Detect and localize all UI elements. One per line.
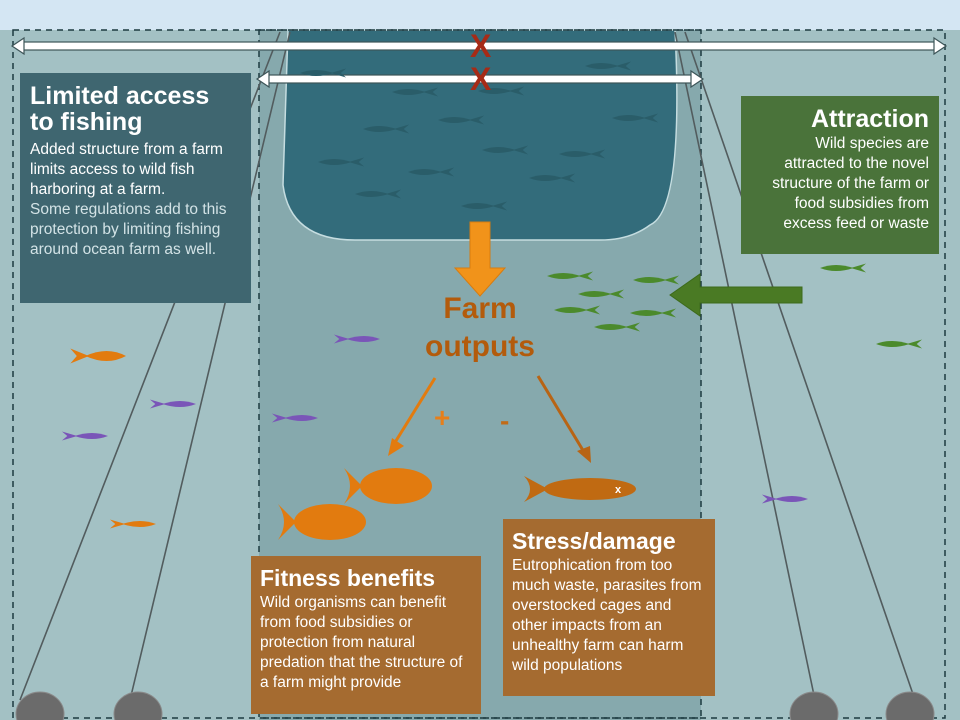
- limited-access-body: Added structure from a farm limits acces…: [30, 140, 223, 198]
- limited-access-title-line1: Limited access: [30, 82, 210, 110]
- wild-fish-green-8: [876, 339, 923, 349]
- wild-fish-green-3: [578, 289, 625, 299]
- farmed-fish-5: [363, 124, 410, 134]
- farmed-fish-4: [585, 61, 632, 71]
- wild-fish-purple-2: [149, 399, 196, 409]
- wild-fish-purple-1: [333, 334, 380, 344]
- farm-outputs-line1: Farm: [443, 292, 517, 325]
- mooring-line-2: [129, 31, 291, 701]
- mooring-weight-2: [113, 691, 163, 720]
- wild-fish-purple-4: [61, 431, 108, 441]
- limited-access-title: Limited access to fishing: [30, 83, 241, 136]
- limited-access-note: Some regulations add to this protection …: [30, 200, 227, 258]
- mooring-line-4: [684, 31, 916, 701]
- mooring-line-3: [674, 31, 816, 701]
- fishing-range-arrow-inner-head-right: [690, 69, 705, 89]
- damaged-fish-mark: x: [615, 484, 622, 496]
- farmed-fish-2: [392, 87, 439, 97]
- arrow-to-fitness-head: [388, 438, 404, 456]
- healthy-fish-upper: [344, 468, 432, 504]
- wild-fish-purple-5: [761, 494, 808, 504]
- sky-band: [0, 0, 960, 30]
- fishing-range-arrow-outer-head-left: [10, 36, 25, 56]
- stress-damage-title: Stress/damage: [512, 528, 676, 554]
- farmed-fish-8: [318, 157, 365, 167]
- stress-damage-body: Eutrophication from too much waste, para…: [512, 557, 702, 675]
- wild-fish-green-4: [554, 305, 601, 315]
- mooring-weight-4: [885, 691, 935, 720]
- fishing-range-arrow-outer-head-right: [933, 36, 948, 56]
- stress-damage-box: Stress/damage Eutrophication from too mu…: [503, 519, 715, 696]
- mooring-weight-3: [789, 691, 839, 720]
- wild-fish-green-7: [820, 263, 867, 273]
- fitness-benefits-box: Fitness benefits Wild organisms can bene…: [251, 556, 481, 714]
- arrow-to-fitness: [392, 377, 437, 445]
- output-arrow-down: [453, 221, 507, 297]
- healthy-fish-lower: [278, 504, 366, 540]
- positive-sign: +: [434, 402, 451, 433]
- farm-outputs-line2: outputs: [425, 330, 535, 363]
- damaged-fish: x: [524, 476, 636, 502]
- arrow-to-stress: [536, 375, 586, 453]
- x-mark-inner: X: [470, 61, 492, 97]
- wild-fish-orange-1: [70, 348, 126, 364]
- fitness-benefits-title: Fitness benefits: [260, 565, 436, 591]
- wild-fish-orange-2: [109, 519, 156, 529]
- farmed-fish-1: [300, 68, 347, 78]
- limited-access-title-line2: to fishing: [30, 108, 143, 137]
- inner-dashed-boundary: [258, 29, 702, 719]
- wild-fish-green-1: [547, 271, 594, 281]
- attraction-title: Attraction: [810, 105, 929, 133]
- farmed-fish-9: [482, 145, 529, 155]
- limited-access-box: Limited access to fishing Added structur…: [20, 73, 251, 303]
- farmed-fish-13: [355, 189, 402, 199]
- farmed-fish-3: [478, 86, 525, 96]
- farmed-fish-7: [612, 113, 659, 123]
- farmed-fish-6: [438, 115, 485, 125]
- wild-fish-green-6: [594, 322, 641, 332]
- attraction-arrow: [669, 273, 803, 317]
- wild-fish-purple-3: [271, 413, 318, 423]
- farmed-fish-14: [461, 201, 508, 211]
- farmed-fish-10: [559, 149, 606, 159]
- attraction-body: Wild species are attracted to the novel …: [772, 135, 929, 233]
- wild-fish-green-2: [633, 275, 680, 285]
- farmed-fish-12: [529, 173, 576, 183]
- attraction-box: Attraction Wild species are attracted to…: [741, 96, 939, 254]
- fitness-benefits-body: Wild organisms can benefit from food sub…: [260, 594, 463, 692]
- mooring-weight-1: [15, 691, 65, 720]
- negative-sign: -: [500, 405, 510, 436]
- fishing-range-arrow-inner-head-left: [255, 69, 270, 89]
- x-mark-outer: X: [470, 28, 492, 64]
- arrow-to-stress-head: [577, 446, 591, 463]
- wild-fish-green-5: [630, 308, 677, 318]
- farmed-fish-11: [408, 167, 455, 177]
